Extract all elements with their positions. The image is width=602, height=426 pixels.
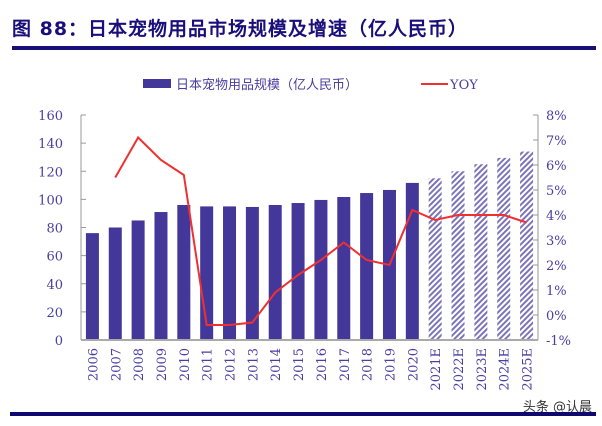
title-rule [12, 46, 596, 50]
bar-2015 [291, 203, 305, 340]
right-tick-label: 8% [546, 109, 567, 124]
left-tick-label: 20 [46, 306, 63, 321]
bar-2020 [405, 182, 419, 340]
x-tick-label: 2018 [361, 348, 376, 381]
x-tick-label: 2013 [246, 348, 261, 381]
right-tick-label: 0% [546, 309, 567, 324]
right-tick-label: 3% [546, 234, 567, 249]
right-tick-label: -1% [546, 334, 571, 349]
bar-2012 [223, 206, 237, 340]
left-tick-label: 0 [55, 334, 63, 349]
x-tick-label: 2016 [315, 348, 330, 381]
left-tick-label: 80 [46, 222, 63, 237]
x-tick-label: 2012 [224, 348, 239, 381]
figure-title: 图 88：日本宠物用品市场规模及增速（亿人民币） [12, 18, 469, 40]
legend-line-label: YOY [449, 78, 478, 93]
bar-2008 [131, 220, 145, 340]
x-tick-label: 2014 [269, 348, 284, 381]
right-tick-label: 7% [546, 134, 567, 149]
bar-2022E [451, 171, 465, 340]
right-tick-label: 4% [546, 209, 567, 224]
watermark: 头条 @认晨 [522, 400, 592, 415]
bar-2023E [474, 164, 488, 340]
x-tick-label: 2008 [132, 348, 147, 381]
bar-2007 [108, 227, 122, 340]
x-tick-label: 2010 [178, 348, 193, 381]
left-tick-label: 120 [38, 165, 63, 180]
x-tick-label: 2011 [201, 348, 216, 381]
x-tick-label: 2025E [521, 348, 536, 391]
bar-2017 [337, 196, 351, 340]
x-tick-label: 2007 [109, 348, 124, 381]
left-tick-label: 100 [38, 193, 63, 208]
bar-2024E [497, 157, 511, 340]
bottom-rule [10, 412, 596, 416]
bar-2010 [177, 205, 191, 340]
legend-bar-swatch [143, 79, 171, 88]
right-tick-label: 6% [546, 159, 567, 174]
bar-2025E [520, 151, 534, 340]
left-tick-label: 40 [46, 278, 63, 293]
left-tick-label: 60 [46, 250, 63, 265]
left-tick-label: 160 [38, 109, 63, 124]
x-tick-label: 2022E [452, 348, 467, 391]
x-tick-label: 2015 [292, 348, 307, 381]
bar-2013 [245, 206, 259, 340]
x-tick-label: 2021E [429, 348, 444, 391]
x-tick-label: 2009 [155, 348, 170, 381]
right-tick-label: 2% [546, 259, 567, 274]
right-tick-label: 5% [546, 184, 567, 199]
x-tick-label: 2006 [86, 348, 101, 381]
legend-bar-label: 日本宠物用品规模（亿人民币） [176, 77, 358, 93]
left-tick-label: 140 [38, 137, 63, 152]
bar-2018 [360, 193, 374, 340]
x-tick-label: 2023E [475, 348, 490, 391]
x-tick-label: 2024E [498, 348, 513, 391]
x-tick-label: 2020 [406, 348, 421, 381]
bar-2016 [314, 199, 328, 340]
bar-2014 [268, 205, 282, 340]
bar-2021E [428, 178, 442, 340]
x-tick-label: 2017 [338, 348, 353, 381]
right-tick-label: 1% [546, 284, 567, 299]
bar-2009 [154, 212, 168, 340]
x-tick-label: 2019 [383, 348, 398, 381]
bar-2006 [85, 233, 99, 340]
